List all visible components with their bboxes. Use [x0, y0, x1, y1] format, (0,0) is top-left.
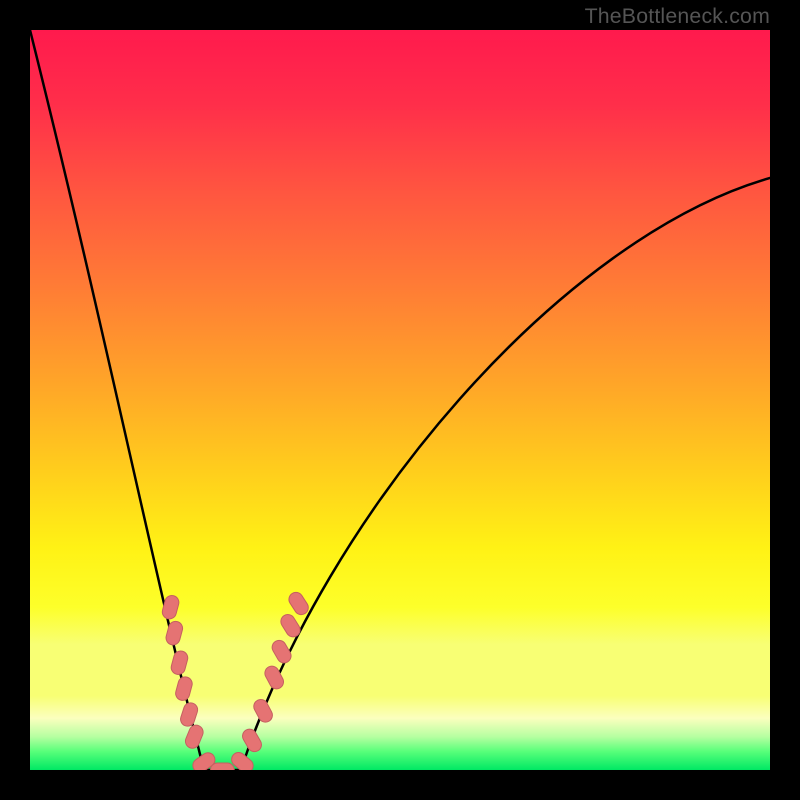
curve-marker — [164, 620, 184, 647]
curve-marker — [286, 590, 311, 618]
curve-marker — [251, 697, 275, 725]
curve-marker — [174, 675, 194, 702]
curve-markers — [161, 590, 311, 770]
curve-marker — [179, 701, 200, 728]
bottleneck-curve-path — [30, 30, 770, 770]
bottleneck-curve-svg — [30, 30, 770, 770]
curve-marker — [270, 638, 294, 666]
watermark-text: TheBottleneck.com — [585, 4, 770, 29]
curve-marker — [211, 763, 235, 770]
chart-area — [30, 30, 770, 770]
curve-marker — [170, 649, 190, 676]
curve-marker — [183, 723, 205, 750]
curve-marker — [240, 727, 264, 755]
